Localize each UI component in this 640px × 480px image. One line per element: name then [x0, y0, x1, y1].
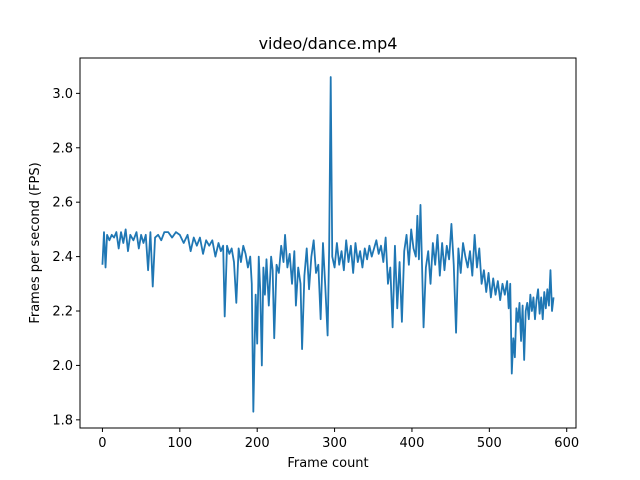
- x-axis-label: Frame count: [287, 456, 368, 471]
- chart-title: video/dance.mp4: [259, 34, 398, 53]
- x-tick-label: 200: [245, 436, 270, 451]
- plot-area: [101, 76, 555, 413]
- x-tick-label: 300: [322, 436, 347, 451]
- x-tick-label: 0: [98, 436, 106, 451]
- y-tick-label: 2.0: [52, 359, 73, 374]
- y-axis-ticks: 1.8 2.0 2.2 2.4 2.6 2.8 3.0: [52, 87, 80, 428]
- x-axis-ticks: 0 100 200 300 400 500 600: [98, 428, 579, 451]
- y-tick-label: 2.2: [52, 305, 73, 320]
- fps-series-line: [101, 76, 555, 413]
- y-axis-label: Frames per second (FPS): [28, 162, 43, 323]
- y-tick-label: 2.6: [52, 196, 73, 211]
- x-tick-label: 600: [554, 436, 579, 451]
- y-tick-label: 1.8: [52, 413, 73, 428]
- axes-frame: [79, 57, 577, 429]
- x-tick-label: 100: [167, 436, 192, 451]
- y-tick-label: 2.8: [52, 141, 73, 156]
- y-tick-label: 3.0: [52, 87, 73, 102]
- x-tick-label: 500: [477, 436, 502, 451]
- y-tick-label: 2.4: [52, 250, 73, 265]
- x-tick-label: 400: [400, 436, 425, 451]
